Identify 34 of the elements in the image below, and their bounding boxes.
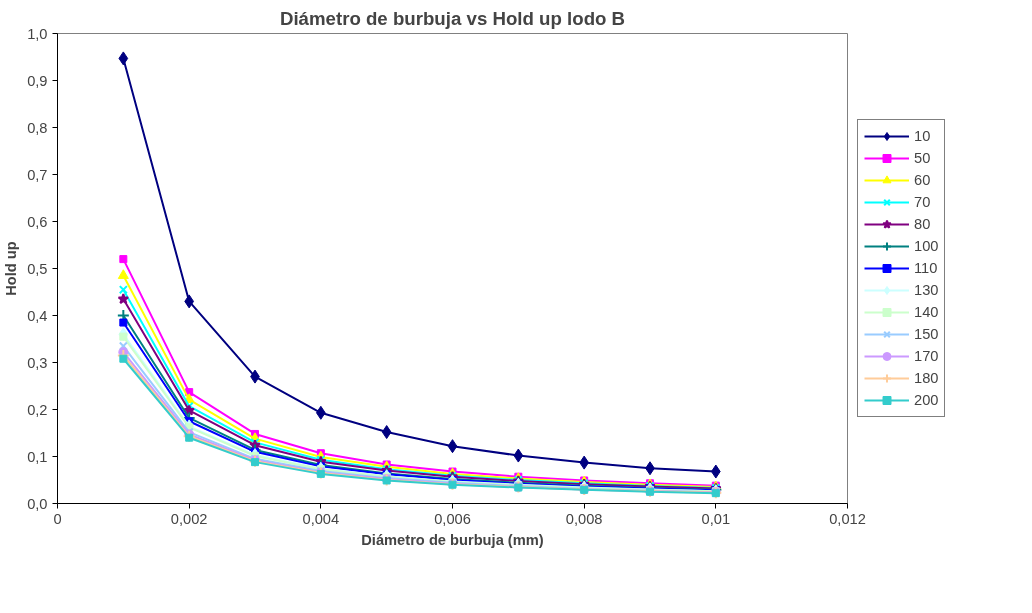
y-tick-label: 0,8 <box>27 119 48 136</box>
chart-title: Diámetro de burbuja vs Hold up lodo B <box>279 7 626 29</box>
x-tick-label: 0,008 <box>565 510 603 527</box>
y-tick-label: 0,5 <box>27 260 48 277</box>
y-tick-label: 0,6 <box>27 213 48 230</box>
y-axis-title: Hold up <box>3 241 20 296</box>
legend-label: 180 <box>914 370 939 386</box>
y-tick-label: 0,3 <box>27 354 48 371</box>
legend-label: 200 <box>914 392 939 408</box>
legend-label: 110 <box>914 260 938 276</box>
legend-label: 50 <box>914 150 932 166</box>
x-tick-label: 0,01 <box>701 510 731 527</box>
y-tick-label: 0,7 <box>27 166 48 183</box>
y-tick-label: 0,4 <box>27 307 48 324</box>
legend-label: 100 <box>914 238 939 254</box>
x-tick-label: 0,002 <box>170 510 208 527</box>
legend-label: 10 <box>914 128 932 144</box>
legend-label: 130 <box>914 282 939 298</box>
y-tick-label: 0,2 <box>27 401 48 418</box>
x-axis-title: Diámetro de burbuja (mm) <box>361 531 544 548</box>
legend-label: 150 <box>914 326 939 342</box>
y-tick-label: 0,0 <box>27 495 48 512</box>
x-tick-label: 0,006 <box>434 510 471 527</box>
x-tick-label: 0 <box>53 510 62 527</box>
x-tick-label: 0,004 <box>302 510 340 527</box>
x-tick-label: 0,012 <box>829 510 866 527</box>
legend-label: 80 <box>914 216 932 232</box>
legend-label: 170 <box>914 348 939 364</box>
y-tick-label: 0,9 <box>27 72 48 89</box>
y-tick-label: 0,1 <box>27 448 48 465</box>
legend-label: 70 <box>914 194 932 210</box>
legend-label: 60 <box>914 172 932 188</box>
y-tick-label: 1,0 <box>27 25 48 42</box>
legend-label: 140 <box>914 304 939 320</box>
